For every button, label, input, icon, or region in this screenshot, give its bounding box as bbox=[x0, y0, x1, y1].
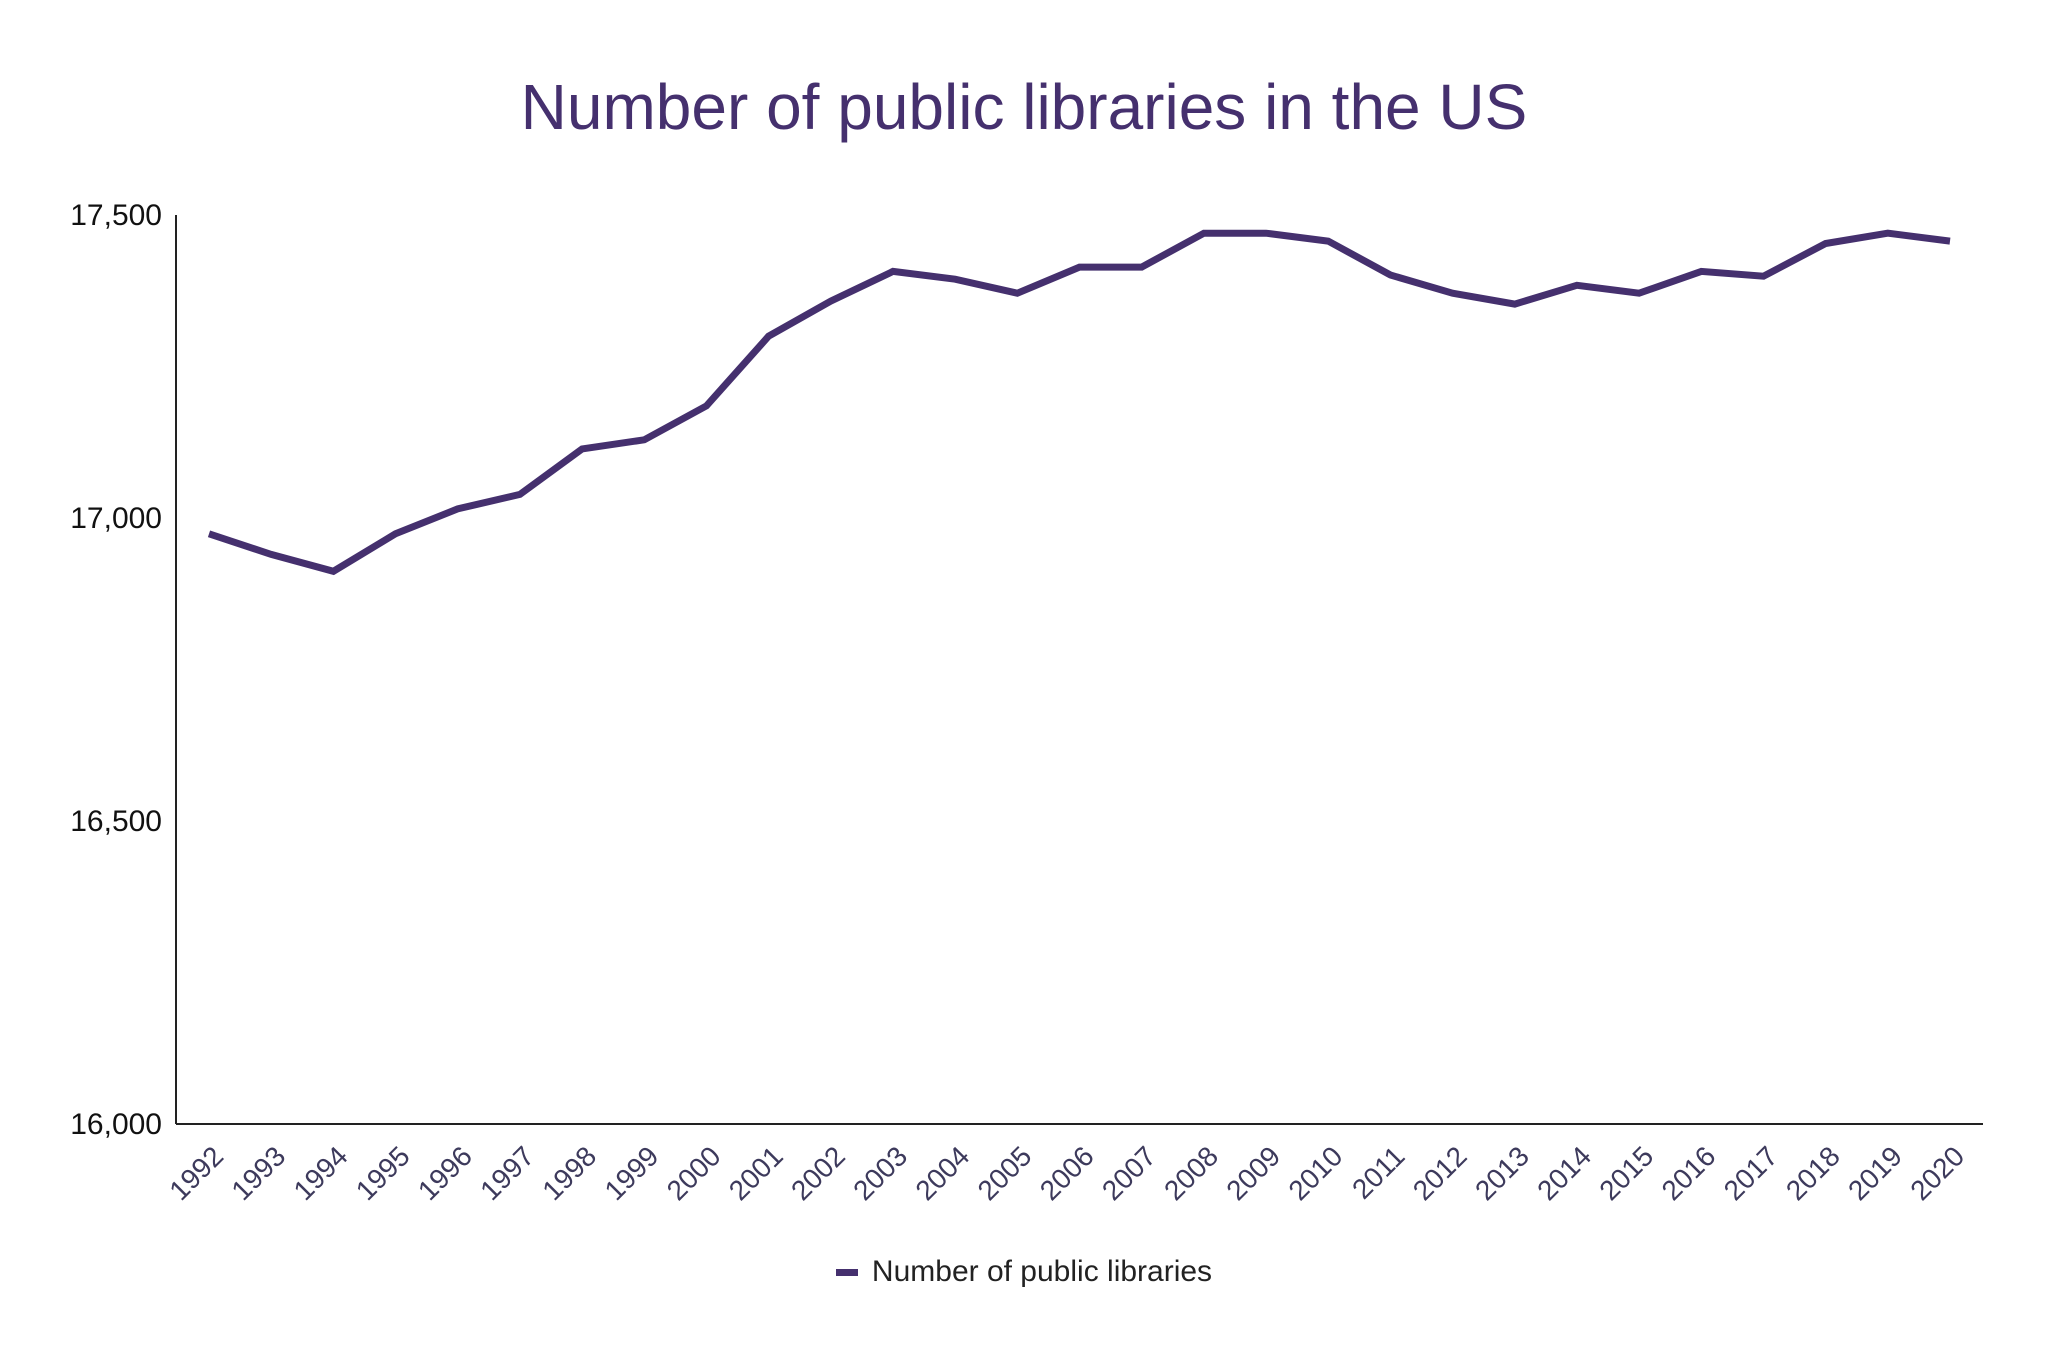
x-tick-label: 1992 bbox=[163, 1140, 229, 1206]
x-tick-label: 1994 bbox=[288, 1140, 354, 1206]
chart-title: Number of public libraries in the US bbox=[520, 71, 1528, 143]
legend-label: Number of public libraries bbox=[871, 1255, 1213, 1288]
x-tick-label: 2005 bbox=[972, 1140, 1038, 1206]
legend: Number of public libraries bbox=[0, 1255, 2048, 1289]
x-tick-label: 2003 bbox=[847, 1140, 913, 1206]
x-tick-label: 2012 bbox=[1407, 1140, 1473, 1206]
x-tick-label: 1997 bbox=[474, 1140, 540, 1206]
x-tick-label: 2008 bbox=[1158, 1140, 1224, 1206]
x-tick-label: 2015 bbox=[1593, 1140, 1659, 1206]
x-tick-label: 1998 bbox=[536, 1140, 602, 1206]
x-tick-label: 2007 bbox=[1096, 1140, 1162, 1206]
x-tick-label: 2001 bbox=[723, 1140, 789, 1206]
series-line bbox=[207, 229, 1951, 576]
x-tick-label: 2016 bbox=[1656, 1140, 1722, 1206]
x-tick-label: 2019 bbox=[1842, 1140, 1908, 1206]
x-tick-label: 2004 bbox=[909, 1140, 975, 1206]
x-tick-label: 2014 bbox=[1531, 1140, 1597, 1206]
x-tick-label: 1995 bbox=[350, 1140, 416, 1206]
y-tick-label: 17,000 bbox=[70, 502, 162, 535]
y-tick-label: 17,500 bbox=[70, 199, 162, 232]
x-tick-label: 1993 bbox=[225, 1140, 291, 1206]
y-tick-label: 16,500 bbox=[70, 805, 162, 838]
x-tick-label: 2017 bbox=[1718, 1140, 1784, 1206]
x-tick-label: 2010 bbox=[1282, 1140, 1348, 1206]
x-tick-label: 2009 bbox=[1220, 1140, 1286, 1206]
x-tick-label: 2006 bbox=[1034, 1140, 1100, 1206]
y-tick-label: 16,000 bbox=[70, 1108, 162, 1141]
x-tick-label: 1996 bbox=[412, 1140, 478, 1206]
x-tick-label: 2011 bbox=[1346, 1140, 1411, 1205]
x-tick-label: 2002 bbox=[785, 1140, 851, 1206]
x-tick-label: 2020 bbox=[1904, 1140, 1970, 1206]
legend-swatch bbox=[835, 1268, 858, 1276]
x-tick-label: 2018 bbox=[1780, 1140, 1846, 1206]
x-tick-label: 2000 bbox=[661, 1140, 727, 1206]
x-tick-label: 1999 bbox=[599, 1140, 665, 1206]
x-tick-label: 2013 bbox=[1469, 1140, 1535, 1206]
